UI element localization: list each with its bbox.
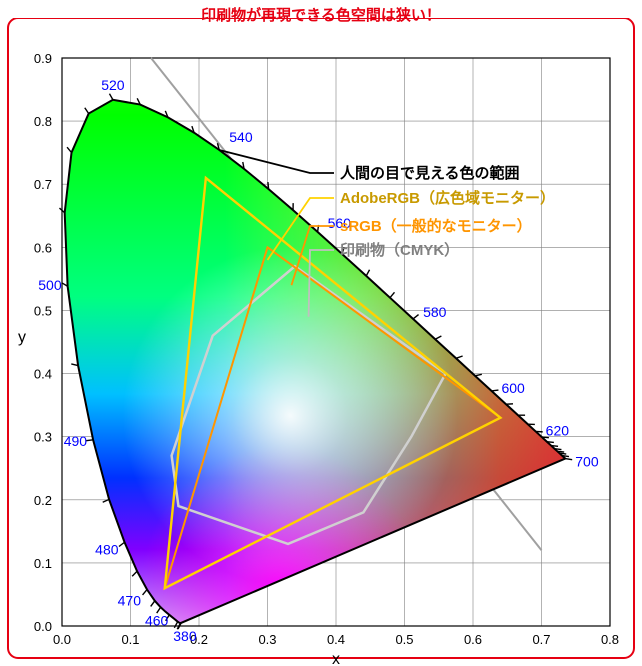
y-tick-label: 0.2 xyxy=(34,493,52,508)
chromaticity-fill xyxy=(0,18,642,666)
legend-label-cmyk: 印刷物（CMYK） xyxy=(340,241,459,259)
x-tick-label: 0.0 xyxy=(53,632,71,647)
y-tick-label: 0.5 xyxy=(34,303,52,318)
wavelength-label: 380 xyxy=(173,628,197,644)
wavelength-label: 460 xyxy=(145,612,169,628)
x-axis-label: x xyxy=(332,651,340,666)
y-tick-label: 0.1 xyxy=(34,556,52,571)
wavelength-label: 500 xyxy=(38,277,62,293)
y-tick-label: 0.6 xyxy=(34,240,52,255)
chromaticity-chart: 0.00.10.20.30.40.50.60.70.80.00.10.20.30… xyxy=(0,18,642,666)
x-tick-label: 0.5 xyxy=(395,632,413,647)
wavelength-label: 620 xyxy=(546,422,570,438)
wavelength-label: 540 xyxy=(229,129,253,145)
wavelength-label: 700 xyxy=(575,454,599,470)
x-tick-label: 0.7 xyxy=(532,632,550,647)
wavelength-label: 480 xyxy=(95,541,119,557)
y-tick-label: 0.8 xyxy=(34,114,52,129)
legend-label-human: 人間の目で見える色の範囲 xyxy=(340,164,520,182)
y-tick-label: 0.4 xyxy=(34,367,52,382)
wavelength-label: 490 xyxy=(64,433,88,449)
y-tick-label: 0.0 xyxy=(34,619,52,634)
y-tick-label: 0.3 xyxy=(34,430,52,445)
x-tick-label: 0.3 xyxy=(258,632,276,647)
y-tick-label: 0.7 xyxy=(34,177,52,192)
x-tick-label: 0.6 xyxy=(464,632,482,647)
x-tick-label: 0.8 xyxy=(601,632,619,647)
wavelength-label: 520 xyxy=(101,77,125,93)
y-axis-label: y xyxy=(18,329,26,346)
wavelength-label: 580 xyxy=(423,304,447,320)
x-tick-label: 0.4 xyxy=(327,632,345,647)
figure-frame: 印刷物が再現できる色空間は狭い！ 0.00.10.20.30.40.50.60.… xyxy=(0,0,642,666)
legend-label-srgb: sRGB（一般的なモニター） xyxy=(340,217,532,235)
wavelength-label: 470 xyxy=(118,593,142,609)
x-tick-label: 0.1 xyxy=(121,632,139,647)
wavelength-label: 600 xyxy=(501,380,525,396)
legend-label-adobe: AdobeRGB（広色域モニター） xyxy=(340,189,555,207)
y-tick-label: 0.9 xyxy=(34,51,52,66)
